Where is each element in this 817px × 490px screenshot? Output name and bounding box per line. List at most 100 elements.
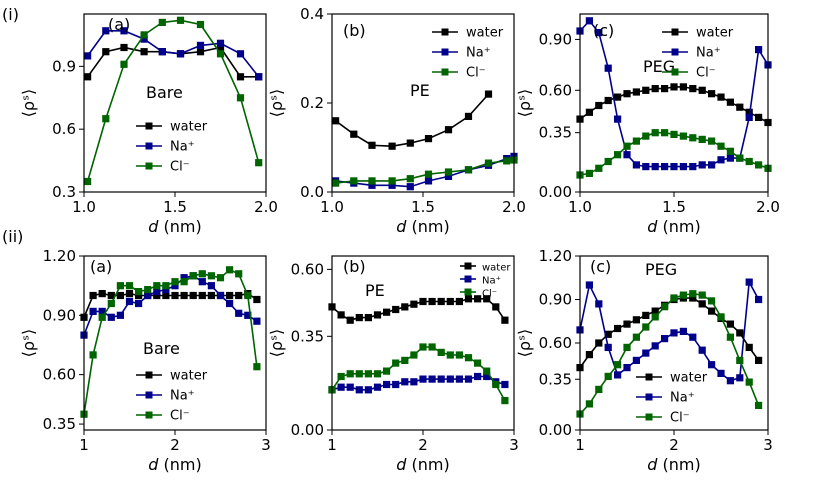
data-point-Cl--11 — [679, 132, 687, 140]
legend-marker-water — [645, 373, 653, 381]
data-point-Na+-12 — [437, 375, 445, 383]
y-tick-label: 0.90 — [539, 30, 572, 48]
data-point-Cl--10 — [670, 294, 678, 302]
data-point-water-19 — [755, 113, 763, 121]
x-tick-label: 1 — [575, 436, 585, 454]
data-point-Cl--10 — [419, 343, 427, 351]
data-point-Cl--4 — [116, 282, 124, 290]
data-point-water-1 — [102, 48, 110, 56]
x-tick-label: 2 — [418, 436, 428, 454]
data-point-water-2 — [595, 339, 603, 347]
data-point-Na+-1 — [102, 27, 110, 35]
data-point-Na+-3 — [140, 35, 148, 43]
data-point-Na+-9 — [255, 73, 263, 81]
data-point-Cl--3 — [604, 157, 612, 166]
data-point-water-19 — [253, 295, 261, 304]
data-point-water-2 — [346, 316, 354, 324]
panel-label: (a) — [108, 15, 130, 34]
data-point-water-13 — [698, 300, 706, 308]
x-axis-label: d (nm) — [396, 455, 449, 474]
data-point-water-6 — [444, 126, 453, 134]
data-point-water-16 — [226, 291, 234, 300]
x-axis-label-unit: (nm) — [406, 217, 449, 236]
data-point-Cl--6 — [135, 288, 143, 296]
data-point-water-1 — [350, 130, 358, 138]
chart-panel-5: 1 2 3 0.00 0.35 0.60 0.90 1.20 d (nm) ⟨ρˢ⟩ (c) PEG w… — [515, 247, 773, 474]
y-tick-label: 0.35 — [43, 415, 76, 433]
data-point-Cl--8 — [236, 94, 245, 102]
data-point-Na+-11 — [679, 327, 687, 335]
data-point-Cl--1 — [350, 177, 358, 185]
legend-label-Na+: Na⁺ — [170, 389, 195, 404]
data-point-Cl--8 — [651, 313, 659, 321]
panel-label: (b) — [343, 21, 366, 40]
data-point-Na+-8 — [236, 50, 245, 58]
data-point-Na+-6 — [135, 299, 143, 308]
data-point-water-4 — [364, 314, 372, 322]
legend-marker-Cl- — [671, 68, 679, 76]
data-point-Cl--14 — [207, 272, 215, 280]
data-point-Na+-15 — [216, 291, 225, 300]
x-tick-label: 3 — [763, 436, 773, 454]
data-point-Na+-1 — [585, 281, 593, 289]
chart-panel-4: 1 2 3 0.00 0.35 0.60 d (nm) ⟨ρˢ⟩ (b) PE water Na⁺ Cl… — [267, 255, 519, 474]
legend-marker-Na+ — [441, 48, 449, 56]
data-point-water-7 — [464, 112, 473, 120]
legend-marker-Cl- — [464, 288, 472, 296]
data-point-Cl--3 — [140, 31, 148, 39]
y-tick-label: 0.9 — [52, 57, 76, 75]
y-tick-label: 0.60 — [539, 81, 572, 99]
legend-label-water: water — [670, 371, 708, 386]
data-point-Cl--8 — [401, 356, 409, 364]
y-axis-label: ⟨ρˢ⟩ — [515, 329, 534, 358]
data-point-Cl--17 — [736, 154, 744, 162]
data-point-Na+-11 — [428, 375, 436, 383]
data-point-Cl--5 — [176, 16, 185, 24]
data-point-Cl--17 — [736, 356, 744, 364]
data-point-Na+-6 — [444, 172, 453, 180]
data-point-Cl--16 — [726, 147, 734, 155]
legend-marker-Na+ — [645, 393, 653, 401]
x-axis-label-unit: (nm) — [657, 455, 700, 474]
row-label-ii: (ii) — [2, 227, 23, 246]
data-point-Na+-2 — [595, 300, 603, 308]
data-point-Cl--18 — [745, 378, 753, 386]
series-line-Na+ — [579, 19, 769, 168]
data-point-Na+-16 — [226, 299, 234, 308]
data-point-Cl--18 — [492, 380, 500, 389]
data-point-water-13 — [198, 291, 206, 300]
data-point-water-18 — [745, 343, 753, 351]
data-point-Cl--8 — [651, 129, 659, 137]
data-point-water-1 — [585, 108, 593, 116]
data-point-Cl--9 — [162, 282, 170, 290]
data-point-water-3 — [388, 142, 396, 150]
data-point-Na+-2 — [368, 181, 376, 189]
data-point-Cl--2 — [595, 385, 603, 393]
data-point-Na+-4 — [158, 48, 166, 56]
y-tick-label: 0.60 — [291, 260, 324, 278]
legend-marker-water — [145, 371, 153, 379]
data-point-water-12 — [689, 85, 697, 93]
data-point-water-7 — [642, 86, 650, 94]
data-point-Cl--3 — [107, 299, 115, 308]
data-point-Na+-0 — [84, 52, 92, 60]
data-point-Na+-17 — [235, 309, 243, 317]
y-tick-label: 1.20 — [539, 247, 572, 265]
data-point-Cl--19 — [755, 401, 763, 409]
data-point-water-2 — [368, 141, 376, 149]
x-tick-label: 3 — [509, 436, 519, 454]
data-point-Na+-6 — [383, 380, 391, 389]
data-point-Na+-4 — [116, 311, 124, 319]
data-point-water-16 — [726, 98, 734, 106]
data-point-water-3 — [604, 96, 612, 105]
data-point-water-17 — [483, 295, 491, 303]
data-point-Na+-13 — [446, 375, 454, 383]
data-point-Na+-13 — [698, 346, 706, 354]
legend-label-Cl-: Cl⁻ — [696, 66, 716, 81]
data-point-Na+-14 — [708, 361, 716, 369]
data-point-Na+-4 — [614, 115, 622, 123]
data-point-Cl--4 — [158, 18, 166, 26]
data-point-Cl--3 — [355, 370, 363, 378]
data-point-Na+-10 — [171, 282, 179, 290]
data-point-Cl--11 — [428, 343, 436, 351]
